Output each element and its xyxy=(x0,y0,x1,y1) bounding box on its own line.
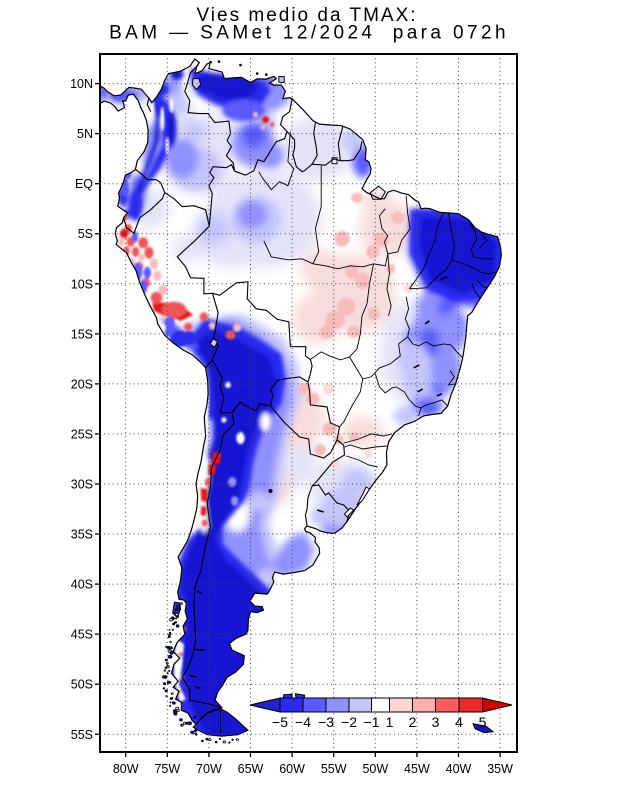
svg-text:40W: 40W xyxy=(446,762,472,776)
svg-text:−5: −5 xyxy=(272,714,288,730)
svg-text:EQ: EQ xyxy=(75,177,93,191)
svg-text:2: 2 xyxy=(409,714,417,730)
svg-text:50W: 50W xyxy=(362,762,388,776)
svg-text:1: 1 xyxy=(386,714,394,730)
svg-text:Vies medio da TMAX:: Vies medio da TMAX: xyxy=(196,5,417,26)
svg-text:75W: 75W xyxy=(154,762,180,776)
svg-text:80W: 80W xyxy=(113,762,139,776)
svg-text:−4: −4 xyxy=(295,714,311,730)
svg-text:50S: 50S xyxy=(71,678,93,692)
svg-text:3: 3 xyxy=(432,714,440,730)
svg-text:35W: 35W xyxy=(487,762,513,776)
svg-text:40S: 40S xyxy=(71,578,93,592)
svg-text:30S: 30S xyxy=(71,478,93,492)
svg-text:25S: 25S xyxy=(71,427,93,441)
svg-text:65W: 65W xyxy=(238,762,264,776)
svg-text:−3: −3 xyxy=(318,714,334,730)
svg-text:10N: 10N xyxy=(70,77,93,91)
svg-text:60W: 60W xyxy=(279,762,305,776)
svg-text:BAM — SAMet 12/2024 para 072h: BAM — SAMet 12/2024 para 072h xyxy=(109,23,509,44)
svg-text:5S: 5S xyxy=(78,227,93,241)
svg-text:70W: 70W xyxy=(196,762,222,776)
svg-text:−2: −2 xyxy=(341,714,357,730)
svg-text:15S: 15S xyxy=(71,327,93,341)
svg-text:5N: 5N xyxy=(77,127,93,141)
svg-text:10S: 10S xyxy=(71,277,93,291)
svg-text:−1: −1 xyxy=(364,714,380,730)
svg-text:45W: 45W xyxy=(404,762,430,776)
svg-text:20S: 20S xyxy=(71,377,93,391)
svg-text:35S: 35S xyxy=(71,528,93,542)
svg-text:55W: 55W xyxy=(321,762,347,776)
svg-text:4: 4 xyxy=(455,714,463,730)
svg-text:5: 5 xyxy=(479,714,487,730)
svg-text:55S: 55S xyxy=(71,728,93,742)
svg-text:45S: 45S xyxy=(71,628,93,642)
